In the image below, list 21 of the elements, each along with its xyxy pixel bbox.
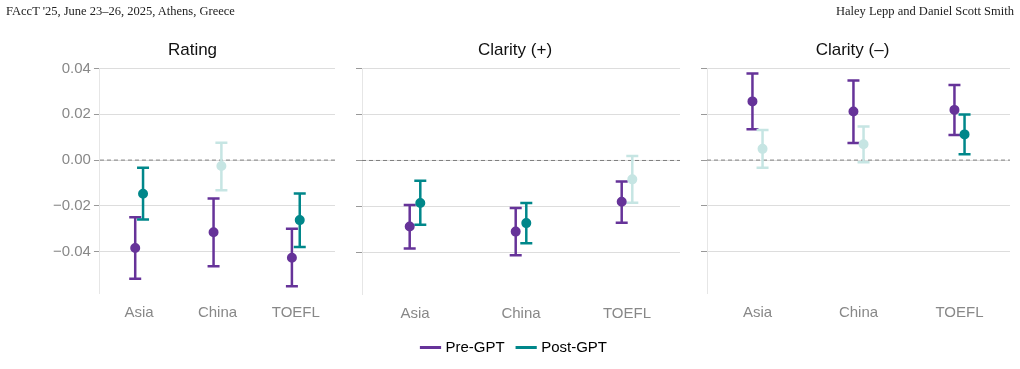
chart-title: Clarity (–) bbox=[815, 39, 890, 59]
x-tick-label: TOEFL bbox=[271, 303, 320, 321]
text: Haley Lepp and Daniel Scott Smith bbox=[835, 4, 1014, 19]
x-tick-label: Asia bbox=[124, 303, 155, 321]
chart-title: Clarity (+) bbox=[477, 39, 553, 59]
x-tick-label: TOEFL bbox=[602, 304, 652, 322]
y-tick-label: −0.02 bbox=[52, 196, 91, 214]
y-tick-label: 0.02 bbox=[61, 104, 91, 122]
x-tick-label: Asia bbox=[742, 303, 773, 321]
x-tick-label: China bbox=[197, 303, 238, 321]
legend-label: Post-GPT bbox=[541, 337, 608, 355]
chart-title: Rating bbox=[167, 39, 218, 59]
y-tick-label: 0.04 bbox=[61, 58, 91, 76]
text: FAccT '25, June 23–26, 2025, Athens, Greece bbox=[6, 4, 235, 19]
y-tick-label: −0.04 bbox=[52, 241, 91, 259]
x-tick-label: China bbox=[501, 304, 542, 322]
x-tick-label: China bbox=[838, 303, 879, 321]
y-tick-label: 0.00 bbox=[61, 150, 91, 168]
x-tick-label: Asia bbox=[400, 304, 431, 322]
x-tick-label: TOEFL bbox=[935, 303, 984, 321]
legend-label: Pre-GPT bbox=[445, 337, 505, 355]
